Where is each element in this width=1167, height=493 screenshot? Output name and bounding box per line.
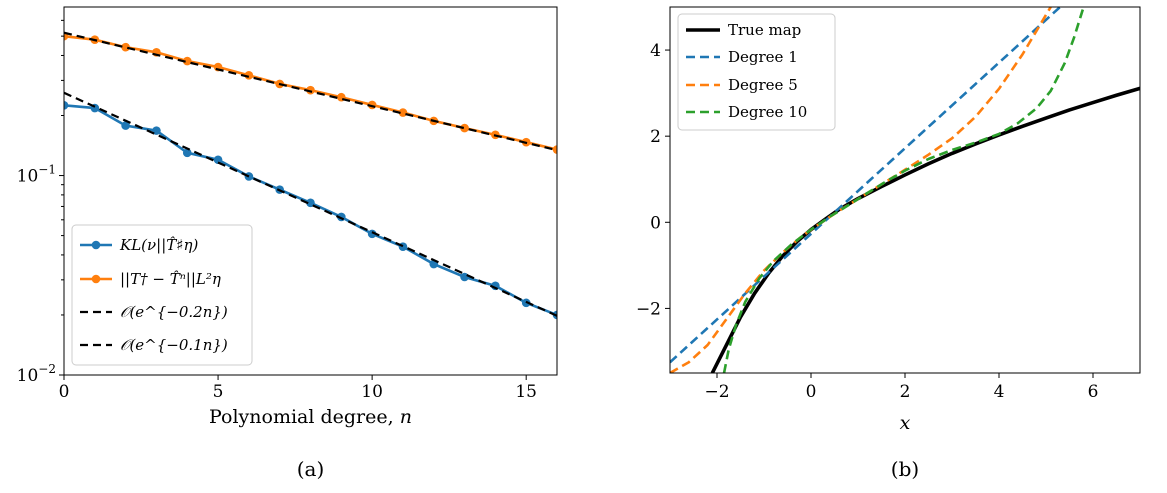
data-point-a-1 xyxy=(121,42,130,52)
x-tick-label-b: 4 xyxy=(994,382,1005,402)
data-point-a-1 xyxy=(182,56,192,66)
x-tick-label-a: 10 xyxy=(361,382,383,402)
data-point-a-1 xyxy=(552,145,557,154)
data-point-a-1 xyxy=(244,71,254,80)
series-line-a-3 xyxy=(64,31,557,152)
legend-label-b: Degree 1 xyxy=(728,48,798,66)
legend-box-b xyxy=(677,13,836,131)
series-line-b-3 xyxy=(722,7,1085,373)
legend-marker-a xyxy=(91,274,101,284)
legend-label-b: Degree 5 xyxy=(728,76,798,94)
legend-label-b: True map xyxy=(728,21,801,39)
y-tick-label-a: 10−1 xyxy=(17,163,56,187)
legend-label-a: 𝒪(e^{−0.1n}) xyxy=(120,336,228,354)
tick-base: 10 xyxy=(17,366,39,386)
data-point-a-1 xyxy=(398,108,408,117)
data-point-a-0 xyxy=(182,148,192,158)
data-point-a-0 xyxy=(213,155,223,165)
axes-frame-a xyxy=(63,6,558,376)
y-tick-label-a: 10−2 xyxy=(17,362,56,386)
plot-area-b xyxy=(670,7,1140,373)
x-axis-label-text: Polynomial degree, xyxy=(209,406,400,428)
series-line-b-0 xyxy=(710,86,1140,373)
legend-box-a xyxy=(71,224,253,366)
tick-base: 10 xyxy=(17,167,39,187)
data-point-a-0 xyxy=(306,198,315,208)
legend-a: KL(ν||T̂♯η) ||T† − T̂ⁿ||L²η 𝒪(e^{−0.2n}) 𝒪(… xyxy=(71,224,253,366)
panel-b: −2 0 2 4 6 −2 0 2 4 x True map Degree 1 Degree 5 Degr… xyxy=(636,6,1141,481)
tick-exponent: −1 xyxy=(38,163,56,177)
x-tick-label-b: −2 xyxy=(704,382,729,402)
y-tick-label-b: 0 xyxy=(650,213,661,233)
series-line-b-2 xyxy=(670,7,1052,373)
x-axis-label-var: n xyxy=(400,406,412,428)
data-point-a-0 xyxy=(460,272,469,282)
tick-exponent: −2 xyxy=(38,362,56,376)
data-point-a-0 xyxy=(64,101,69,110)
legend-marker-a xyxy=(91,240,101,250)
y-tick-label-b: −2 xyxy=(636,299,661,319)
series-line-b-1 xyxy=(670,7,1061,364)
legend-label-b: Degree 10 xyxy=(728,103,807,121)
x-tick-label-b: 2 xyxy=(900,382,911,402)
data-point-a-0 xyxy=(367,229,377,239)
plot-area-a xyxy=(64,31,557,320)
x-tick-label-a: 0 xyxy=(59,382,70,402)
x-axis-label-b: x xyxy=(900,412,911,434)
x-axis-label-a: Polynomial degree, n xyxy=(209,406,412,428)
data-point-a-0 xyxy=(121,121,130,130)
legend-label-a: ||T† − T̂ⁿ||L²η xyxy=(120,270,221,288)
data-point-a-1 xyxy=(306,85,315,95)
x-tick-label-b: 6 xyxy=(1088,382,1099,402)
legend-label-a: 𝒪(e^{−0.2n}) xyxy=(120,303,228,321)
x-tick-label-a: 15 xyxy=(515,382,537,402)
x-tick-label-a: 5 xyxy=(213,382,224,402)
data-point-a-1 xyxy=(460,123,469,133)
x-tick-label-b: 0 xyxy=(806,382,817,402)
y-tick-label-b: 4 xyxy=(650,41,661,61)
legend-label-a: KL(ν||T̂♯η) xyxy=(119,236,198,254)
y-tick-label-b: 2 xyxy=(650,127,661,147)
panel-label-b: (b) xyxy=(891,457,919,481)
panel-label-a: (a) xyxy=(297,457,325,481)
legend-b: True map Degree 1 Degree 5 Degree 10 xyxy=(677,13,836,131)
